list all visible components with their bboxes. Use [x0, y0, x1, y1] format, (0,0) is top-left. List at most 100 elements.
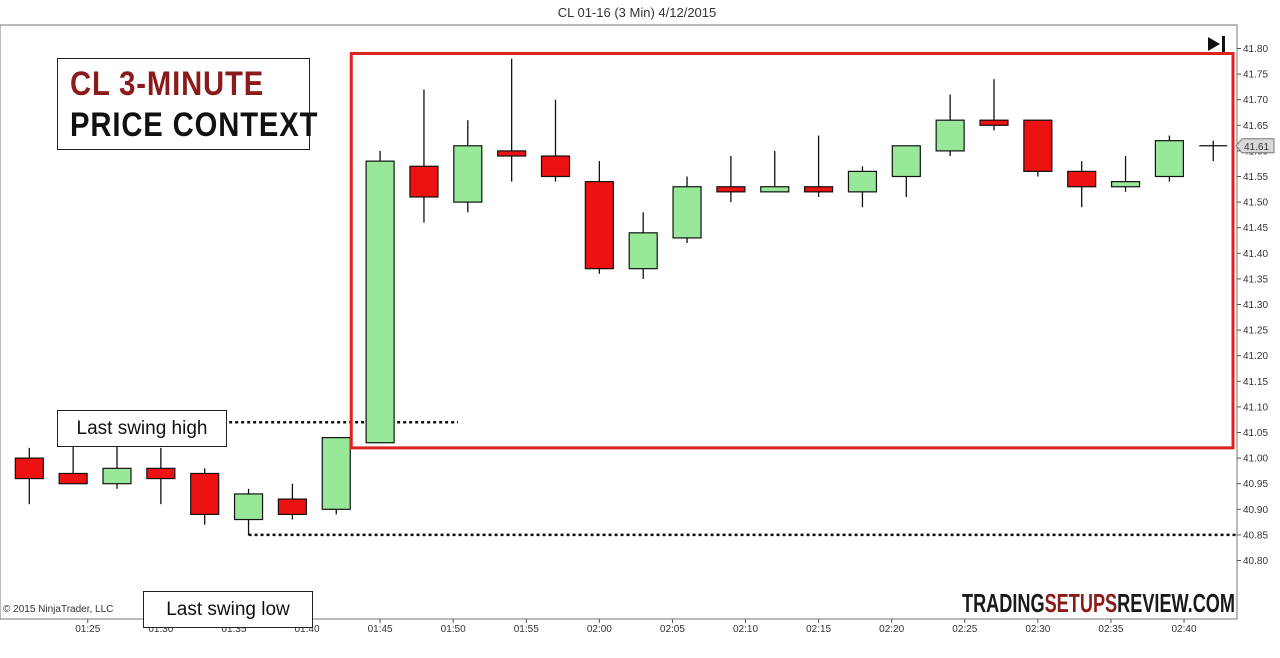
time-tick-label: 02:20 [879, 624, 904, 635]
candle [847, 166, 878, 208]
candle [935, 94, 965, 157]
candle [1067, 161, 1097, 208]
swing-high-label: Last swing high [57, 410, 227, 447]
candle [979, 79, 1009, 131]
candle-body [1154, 140, 1185, 178]
candle-body [935, 119, 965, 152]
candle [102, 442, 132, 489]
watermark-part-3: REVIEW.COM [1117, 588, 1235, 618]
highlight-box [349, 52, 1235, 450]
watermark-part-2: SETUPS [1045, 588, 1118, 618]
time-tick-label: 02:35 [1098, 624, 1123, 635]
candle-body [584, 181, 614, 270]
price-tick-label: 40.95 [1243, 479, 1268, 490]
candle-body [540, 155, 571, 178]
price-tick-label: 41.70 [1243, 95, 1268, 106]
time-tick-label: 01:50 [441, 624, 466, 635]
candle [1110, 156, 1141, 192]
last-price-tag [1235, 138, 1275, 154]
candle [233, 488, 264, 535]
candle-body [58, 472, 88, 485]
time-tick-label: 01:55 [514, 624, 539, 635]
candle-body [146, 467, 176, 480]
candle-body [1110, 181, 1141, 188]
candle-body [321, 437, 351, 510]
swing-low-label: Last swing low [143, 591, 313, 628]
candle-body [847, 170, 878, 193]
time-tick-label: 01:40 [295, 624, 320, 635]
time-tick-label: 02:10 [733, 624, 758, 635]
candle-body [891, 145, 921, 178]
candle-body [190, 472, 220, 516]
candle [497, 58, 527, 182]
candle-body [979, 119, 1009, 126]
last-price-marker: 41.61 [1235, 138, 1275, 154]
candle-body [497, 150, 527, 157]
price-tick-label: 40.90 [1243, 505, 1268, 516]
context-title-box: CL 3-MINUTE PRICE CONTEXT [57, 58, 319, 150]
price-tick-label: 41.30 [1243, 300, 1268, 311]
candle [584, 161, 614, 274]
time-tick-label: 02:05 [660, 624, 685, 635]
price-tick-label: 41.25 [1243, 326, 1268, 337]
price-tick-label: 41.40 [1243, 249, 1268, 260]
price-tick-label: 41.55 [1243, 172, 1268, 183]
scroll-to-end-icon[interactable] [1208, 36, 1225, 52]
candle-body [760, 186, 790, 193]
price-tick-label: 41.00 [1243, 454, 1268, 465]
watermark: TRADINGSETUPSREVIEW.COM [962, 588, 1235, 618]
price-tick-label: 41.05 [1243, 428, 1268, 439]
candle [672, 176, 702, 244]
context-title-line-1: CL 3-MINUTE [70, 65, 265, 103]
candle [716, 156, 746, 203]
candle [277, 483, 307, 520]
time-axis: 01:25 01:30 01:35 01:40 01:45 01:50 01:55 02:00… [75, 619, 1197, 635]
candle-body [277, 498, 307, 516]
time-tick-label: 02:15 [806, 624, 831, 635]
price-tick-label: 41.15 [1243, 377, 1268, 388]
candle [146, 447, 176, 505]
price-tick-label: 41.10 [1243, 402, 1268, 413]
time-tick-label: 01:45 [368, 624, 393, 635]
candle [453, 120, 483, 213]
last-price-value: 41.61 [1244, 142, 1269, 153]
time-tick-label: 01:25 [75, 624, 100, 635]
candle-body [365, 160, 395, 444]
time-tick-label: 01:30 [148, 624, 173, 635]
candle [321, 437, 351, 515]
price-tick-label: 41.45 [1243, 223, 1268, 234]
candle-body [628, 232, 658, 270]
price-tick-label: 41.20 [1243, 351, 1268, 362]
time-tick-label: 01:35 [221, 624, 246, 635]
candle [803, 135, 834, 197]
context-highlight-rect [349, 52, 1235, 450]
price-axis: 41.8041.7541.7041.6541.6041.5541.5041.45… [1237, 44, 1268, 567]
candle [540, 99, 571, 182]
price-tick-label: 40.85 [1243, 530, 1268, 541]
chart-title: CL 01-16 (3 Min) 4/12/2015 [558, 5, 717, 20]
candle-body [672, 186, 702, 239]
candle-body [1067, 170, 1097, 188]
candle [14, 447, 44, 505]
candle [365, 150, 395, 444]
candle-body [233, 493, 264, 521]
candle [1199, 140, 1228, 162]
context-title-line-2: PRICE CONTEXT [70, 106, 319, 144]
candle [760, 150, 790, 193]
candle [891, 145, 921, 197]
candle [1154, 135, 1185, 182]
candle-body [14, 457, 44, 480]
time-tick-label: 02:30 [1025, 624, 1050, 635]
candle [628, 212, 658, 279]
price-tick-label: 40.80 [1243, 556, 1268, 567]
candle-body [453, 145, 483, 203]
candle-body [409, 165, 439, 198]
price-tick-label: 41.65 [1243, 121, 1268, 132]
candle [1023, 119, 1053, 177]
candle-body [1023, 119, 1053, 172]
time-tick-label: 02:25 [952, 624, 977, 635]
candle-body [716, 186, 746, 193]
price-tick-label: 41.80 [1243, 44, 1268, 55]
price-tick-label: 41.50 [1243, 198, 1268, 209]
candles [14, 58, 1228, 535]
